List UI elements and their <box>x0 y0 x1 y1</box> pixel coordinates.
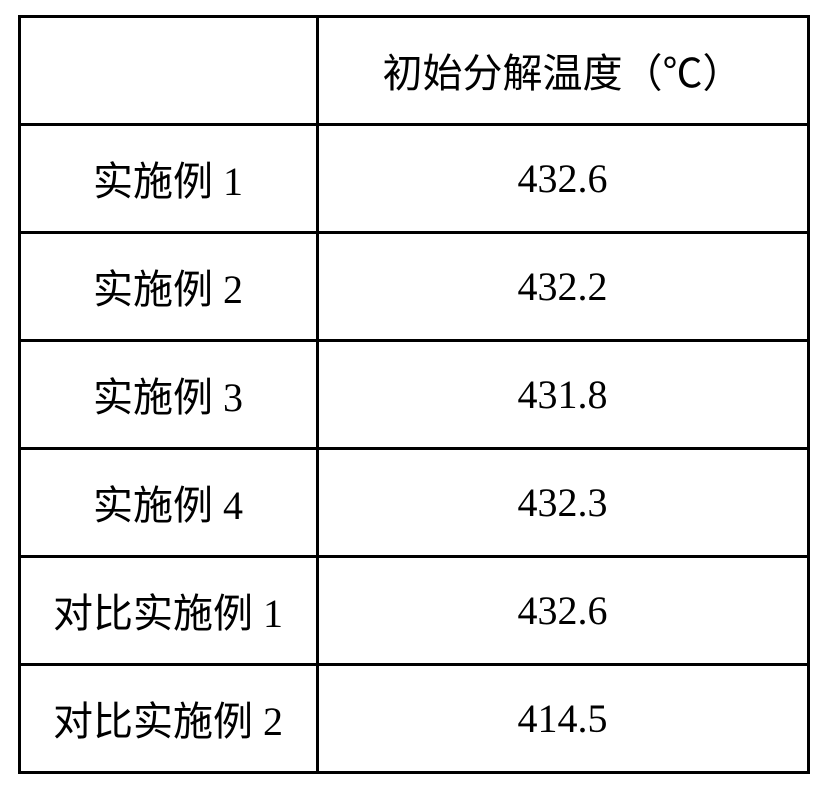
row-value-cell: 414.5 <box>317 664 808 772</box>
header-empty-cell <box>19 16 317 124</box>
table-row: 实施例 2 432.2 <box>19 232 808 340</box>
row-value-cell: 432.6 <box>317 556 808 664</box>
row-value-cell: 431.8 <box>317 340 808 448</box>
decomposition-temperature-table: 初始分解温度（℃） 实施例 1 432.6 实施例 2 432.2 实施例 3 … <box>18 15 810 774</box>
row-label-cell: 对比实施例 2 <box>19 664 317 772</box>
row-value-cell: 432.3 <box>317 448 808 556</box>
table-row: 实施例 4 432.3 <box>19 448 808 556</box>
table-row: 实施例 3 431.8 <box>19 340 808 448</box>
row-value-cell: 432.6 <box>317 124 808 232</box>
data-table-container: 初始分解温度（℃） 实施例 1 432.6 实施例 2 432.2 实施例 3 … <box>18 15 810 774</box>
table-row: 实施例 1 432.6 <box>19 124 808 232</box>
header-temperature-column: 初始分解温度（℃） <box>317 16 808 124</box>
row-label-cell: 实施例 4 <box>19 448 317 556</box>
table-header-row: 初始分解温度（℃） <box>19 16 808 124</box>
row-label-cell: 实施例 3 <box>19 340 317 448</box>
row-value-cell: 432.2 <box>317 232 808 340</box>
table-row: 对比实施例 2 414.5 <box>19 664 808 772</box>
row-label-cell: 实施例 2 <box>19 232 317 340</box>
row-label-cell: 实施例 1 <box>19 124 317 232</box>
table-row: 对比实施例 1 432.6 <box>19 556 808 664</box>
row-label-cell: 对比实施例 1 <box>19 556 317 664</box>
